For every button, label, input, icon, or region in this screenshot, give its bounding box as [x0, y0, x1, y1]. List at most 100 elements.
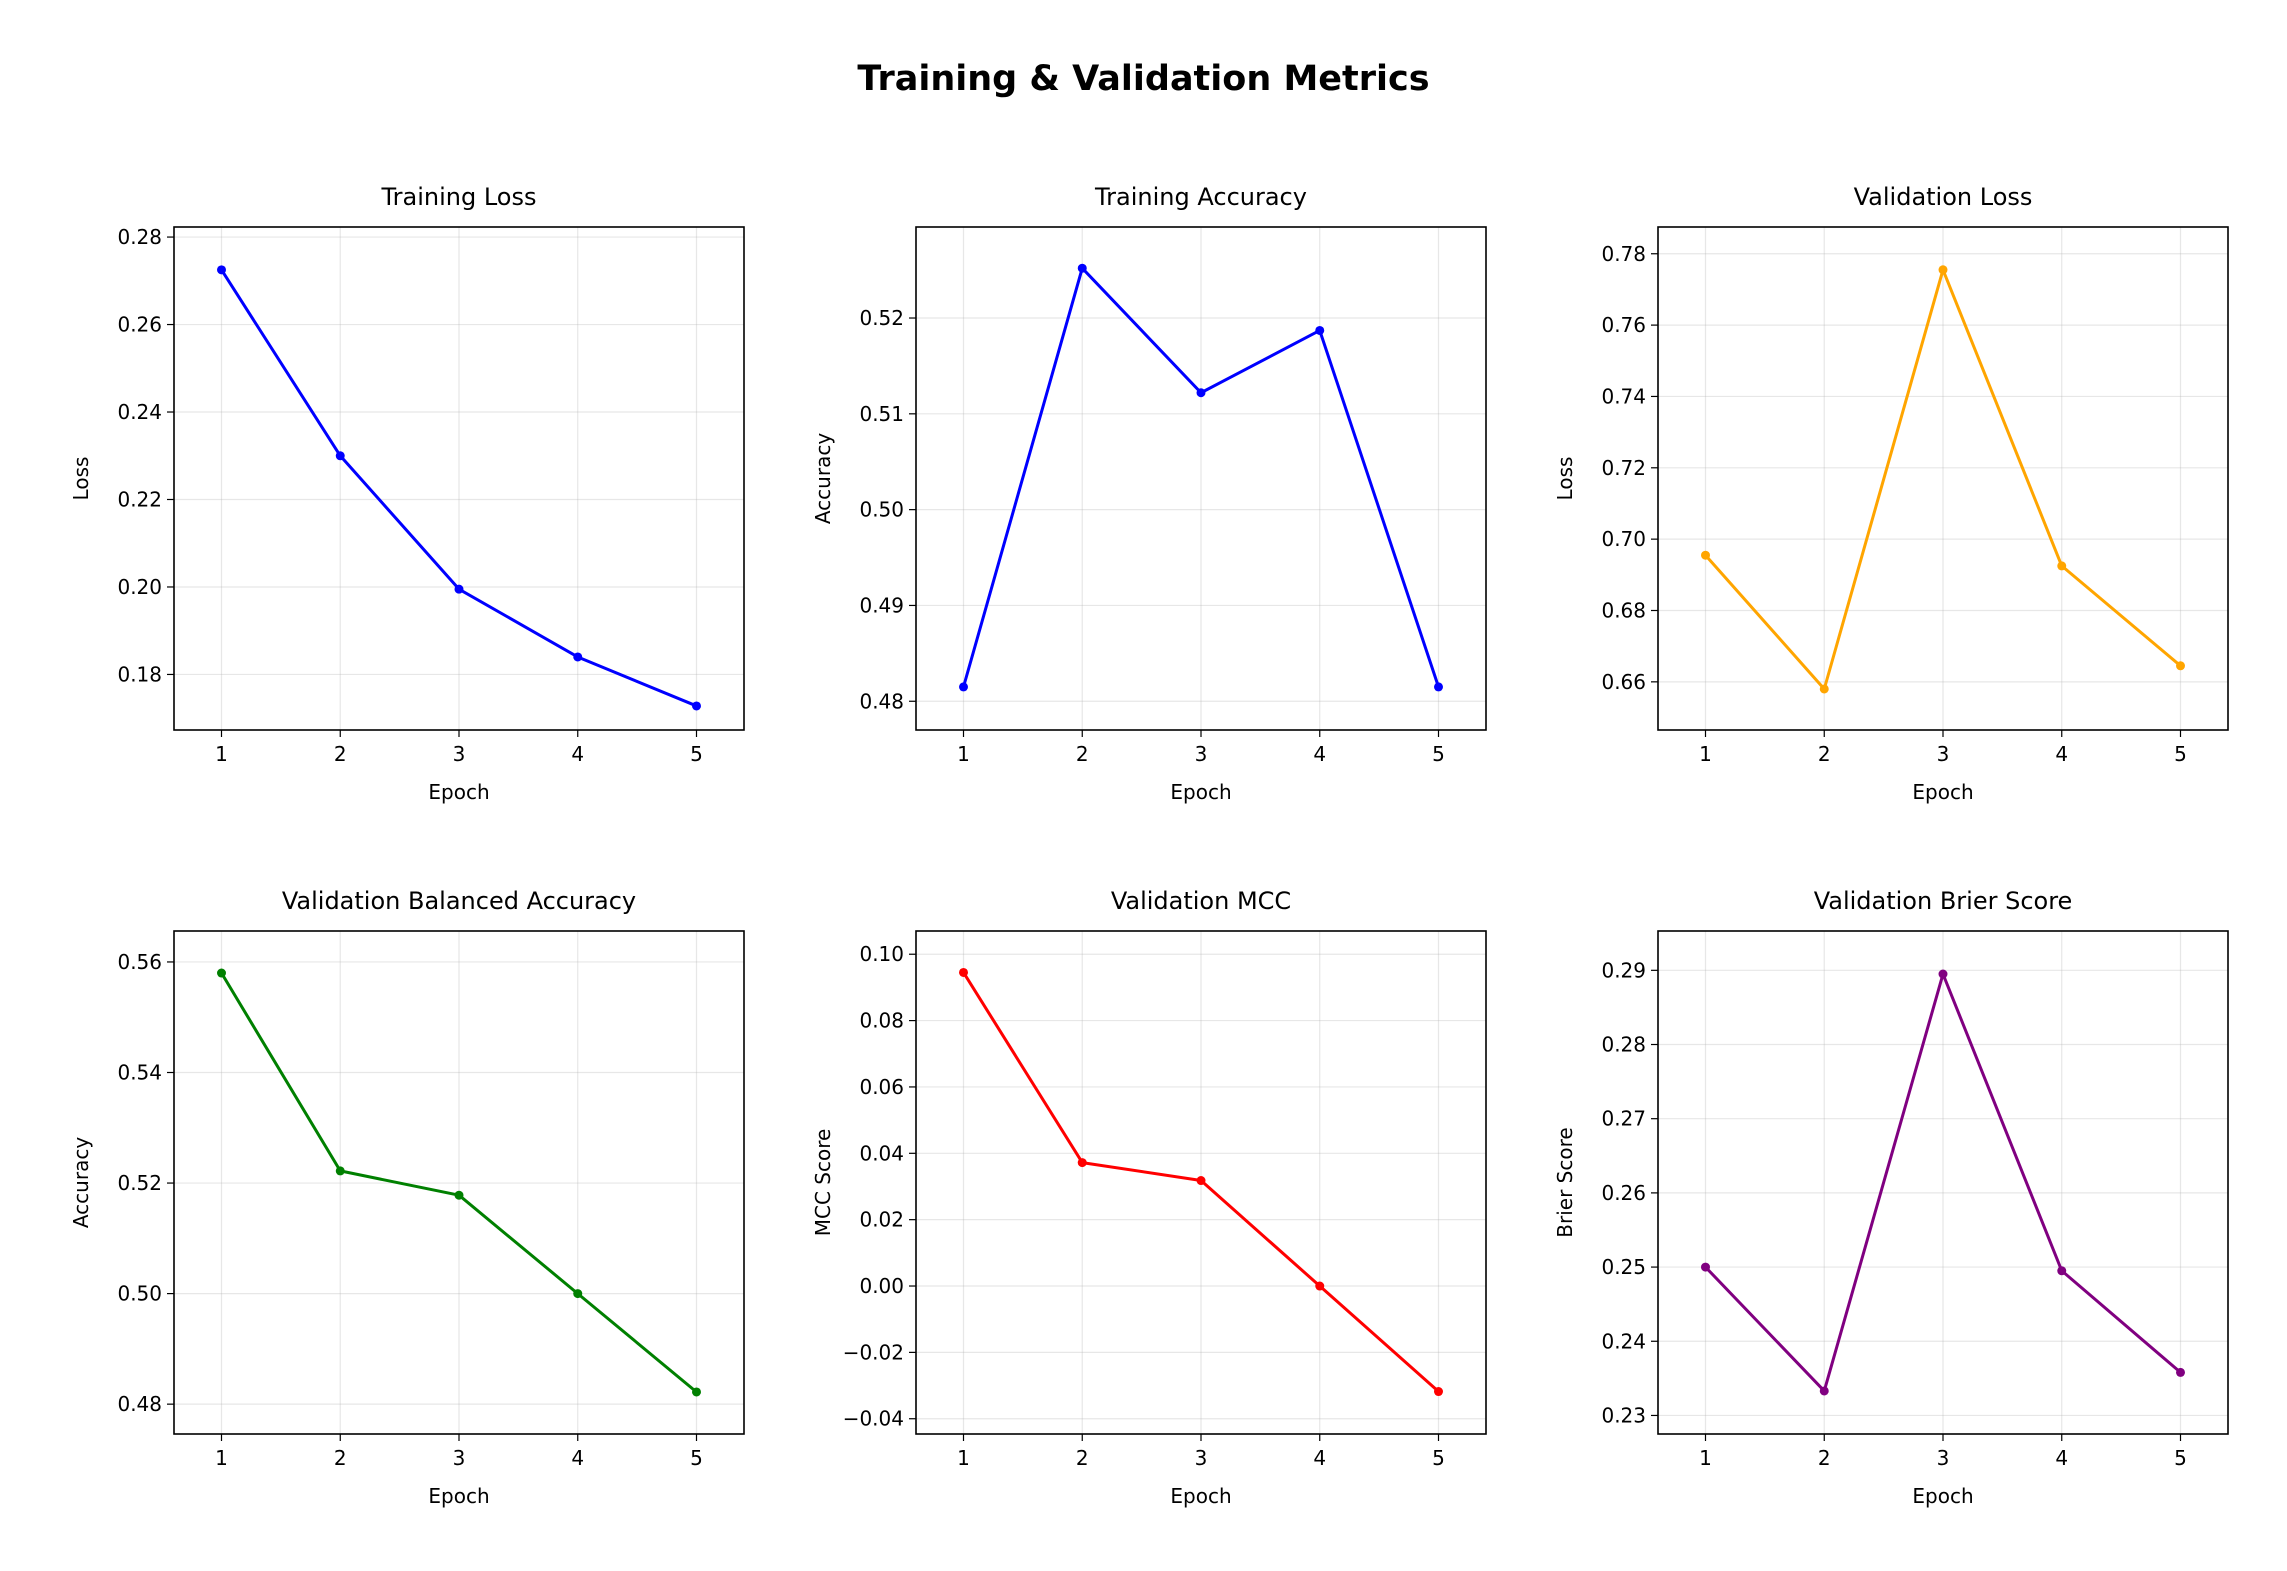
x-tick-label: 5 [2174, 742, 2187, 766]
x-tick-label: 4 [1313, 742, 1326, 766]
data-point [573, 1289, 583, 1299]
data-point [1434, 1387, 1443, 1397]
x-tick-label: 5 [1432, 1446, 1445, 1470]
data-point [1819, 1386, 1829, 1396]
axes-frame [915, 930, 1487, 1435]
x-tick-label: 5 [690, 742, 703, 766]
y-tick-label: 0.49 [859, 593, 904, 617]
x-tick-label: 4 [1313, 1446, 1326, 1470]
y-axis-label: Loss [69, 457, 93, 501]
data-point [217, 265, 226, 275]
x-tick-label: 3 [1937, 1446, 1950, 1470]
data-point [1434, 682, 1443, 692]
data-point [573, 652, 583, 662]
x-tick-label: 2 [1818, 742, 1831, 766]
data-point [1315, 325, 1325, 335]
x-axis-label: Epoch [428, 780, 489, 804]
x-tick-label: 5 [690, 1446, 703, 1470]
x-tick-label: 1 [1699, 742, 1712, 766]
y-tick-label: 0.48 [117, 1392, 162, 1416]
y-tick-label: 0.18 [117, 662, 162, 686]
y-tick-label: 0.25 [1601, 1255, 1646, 1279]
y-tick-label: 0.50 [117, 1282, 162, 1306]
subplot-title: Training Loss [381, 183, 537, 211]
subplot-4: Validation Balanced Accuracy 1 2 3 4 5 0.48 0.5… [69, 887, 745, 1508]
data-point [692, 1387, 701, 1397]
y-tick-label: 0.08 [859, 1009, 904, 1033]
y-tick-label: 0.04 [859, 1141, 904, 1165]
data-point [2176, 661, 2185, 671]
y-tick-label: 0.24 [117, 400, 162, 424]
x-tick-label: 3 [453, 1446, 466, 1470]
y-tick-label: 0.23 [1601, 1403, 1646, 1427]
x-axis-label: Epoch [1912, 780, 1973, 804]
x-axis-label: Epoch [1170, 780, 1231, 804]
y-tick-label: −0.02 [843, 1340, 904, 1364]
subplot-6: Validation Brier Score 1 2 3 4 5 0.23 0.24 0.25 0… [1553, 887, 2229, 1508]
data-point [2057, 1266, 2067, 1276]
subplot-title: Validation MCC [1111, 887, 1291, 915]
x-tick-label: 4 [571, 742, 584, 766]
data-point [959, 682, 968, 692]
subplot-1: Training Loss 1 2 3 4 5 0.18 0.20 0.22 0.24 0.26 0.… [69, 183, 745, 804]
y-tick-label: 0.28 [1601, 1033, 1646, 1057]
y-tick-label: 0.76 [1601, 313, 1646, 337]
data-point [1701, 1262, 1710, 1272]
subplot-2: Training Accuracy 1 2 3 4 5 0.48 0.49 0.50 0.51 0.… [811, 183, 1487, 804]
y-tick-label: 0.20 [117, 575, 162, 599]
subplot-5: Validation MCC 1 2 3 4 5 −0.04 −0.02 0.00 0.02 0.0… [811, 887, 1487, 1508]
subplot-title: Validation Balanced Accuracy [282, 887, 636, 915]
data-point [1938, 969, 1948, 979]
y-tick-label: 0.54 [117, 1061, 162, 1085]
x-tick-label: 1 [1699, 1446, 1712, 1470]
y-tick-label: 0.52 [117, 1171, 162, 1195]
y-tick-label: 0.10 [859, 942, 904, 966]
figure-title: Training & Validation Metrics [857, 59, 1430, 99]
y-axis-label: Accuracy [811, 433, 835, 524]
y-tick-label: 0.72 [1601, 456, 1646, 480]
data-point [335, 1166, 345, 1176]
y-tick-label: 0.24 [1601, 1329, 1646, 1353]
x-tick-label: 1 [957, 1446, 970, 1470]
data-point [454, 1190, 464, 1200]
x-tick-label: 4 [2055, 1446, 2068, 1470]
data-point [1819, 684, 1829, 694]
y-tick-label: 0.70 [1601, 527, 1646, 551]
data-point [1196, 388, 1206, 398]
x-tick-label: 1 [215, 742, 228, 766]
y-tick-label: 0.29 [1601, 958, 1646, 982]
x-tick-label: 2 [334, 1446, 347, 1470]
x-axis-label: Epoch [1912, 1484, 1973, 1508]
data-point [2176, 1367, 2185, 1377]
subplot-title: Validation Loss [1854, 183, 2033, 211]
y-tick-label: 0.51 [859, 402, 904, 426]
x-axis-label: Epoch [1170, 1484, 1231, 1508]
data-point [454, 584, 464, 594]
y-tick-label: 0.26 [1601, 1181, 1646, 1205]
data-point [1077, 263, 1087, 273]
y-axis-label: Accuracy [69, 1137, 93, 1228]
data-point [1196, 1176, 1206, 1186]
y-axis-label: MCC Score [811, 1129, 835, 1237]
y-tick-label: 0.48 [859, 689, 904, 713]
y-tick-label: 0.26 [117, 313, 162, 337]
axes-frame [173, 226, 745, 731]
subplot-title: Training Accuracy [1094, 183, 1307, 211]
x-tick-label: 3 [453, 742, 466, 766]
x-tick-label: 3 [1195, 1446, 1208, 1470]
y-axis-label: Loss [1553, 457, 1577, 501]
x-tick-label: 5 [1432, 742, 1445, 766]
x-tick-label: 2 [1076, 742, 1089, 766]
x-tick-label: 2 [334, 742, 347, 766]
axes-frame [173, 930, 745, 1435]
data-point [335, 451, 345, 461]
y-tick-label: −0.04 [843, 1407, 904, 1431]
data-point [1938, 265, 1948, 275]
y-tick-label: 0.22 [117, 487, 162, 511]
y-tick-label: 0.52 [859, 306, 904, 330]
subplot-title: Validation Brier Score [1814, 887, 2073, 915]
y-tick-label: 0.06 [859, 1075, 904, 1099]
x-tick-label: 3 [1195, 742, 1208, 766]
y-tick-label: 0.66 [1601, 670, 1646, 694]
